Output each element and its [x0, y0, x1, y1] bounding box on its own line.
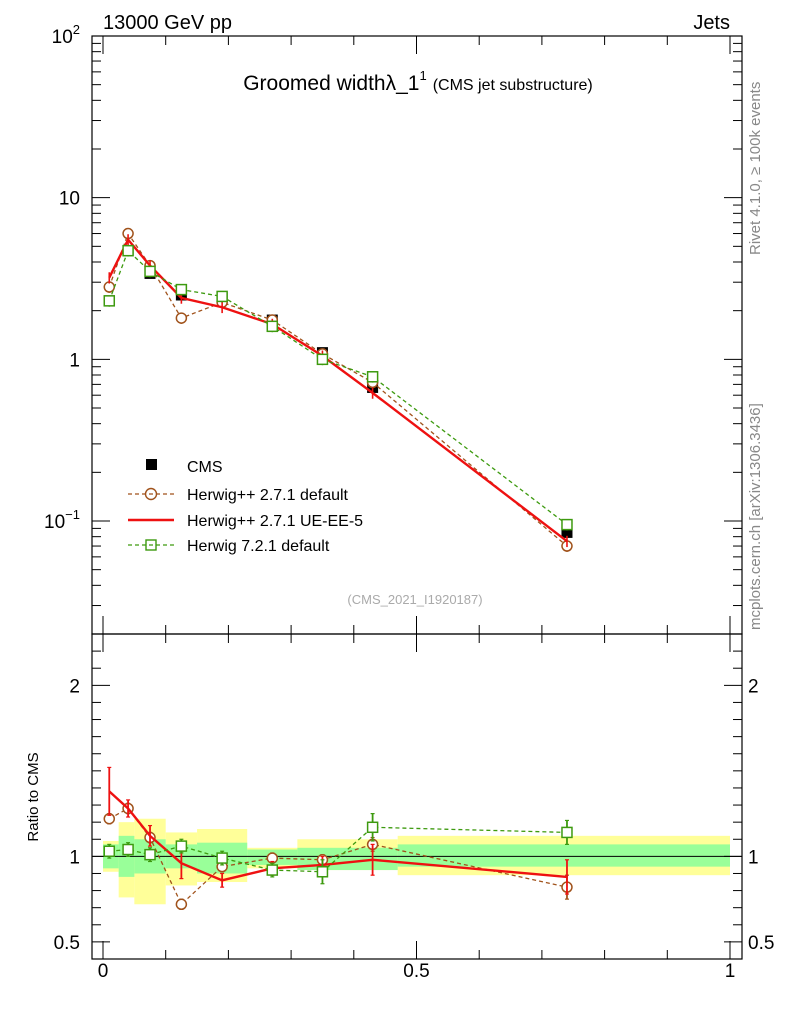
main-point-herwig-7-2-1-default: [266, 320, 279, 333]
main-y-tick-exponent: 2: [73, 22, 80, 37]
x-tick-label: 1: [725, 961, 736, 982]
ratio-y-label: Ratio to CMS: [25, 752, 42, 841]
ratio-y-tick-label-left: 1: [69, 847, 80, 868]
main-line-herwig-2-7-1-default: [108, 232, 568, 547]
main-y-tick-base: 1: [69, 350, 80, 371]
main-point-herwig-2-7-1-default: [175, 312, 188, 324]
ratio-point-herwig-7-2-1-default: [144, 848, 156, 861]
main-y-tick-exponent: −1: [65, 507, 80, 522]
main-point-herwig-7-2-1-default: [103, 295, 116, 307]
analysis-id: (CMS_2021_I1920187): [347, 592, 482, 607]
ratio-y-tick-label-left: 2: [69, 676, 80, 697]
ratio-y-tick-label-right: 1: [748, 847, 759, 868]
main-point-herwig-7-2-1-default: [316, 353, 329, 366]
main-y-tick-label: 102: [52, 22, 80, 48]
ratio-y-tick-label-right: 0.5: [748, 933, 774, 954]
main-series: [103, 227, 573, 552]
main-y-tick-base: 10: [59, 189, 80, 210]
ratio-point-herwig-7-2-1-default: [561, 826, 573, 839]
ratio-point-herwig-7-2-1-default: [175, 840, 188, 852]
main-point-herwig-7-2-1-default: [144, 265, 156, 278]
ratio-line-herwig-2-7-1-default: [108, 807, 568, 906]
main-y-tick-label: 10: [59, 189, 80, 210]
main-point-herwig-7-2-1-default: [175, 283, 188, 296]
ratio-point-herwig-2-7-1-default: [175, 898, 188, 911]
legend-label-herwigpp-default: Herwig++ 2.7.1 default: [187, 487, 349, 504]
ratio-point-herwig-7-2-1-default: [366, 821, 379, 834]
side-label-rivet: Rivet 4.1.0, ≥ 100k events: [747, 82, 764, 255]
ratio-band-inner-7: [397, 844, 730, 867]
ratio-point-herwig-7-2-1-default: [316, 866, 329, 878]
main-y-tick-label: 1: [69, 350, 80, 371]
main-point-herwig-7-2-1-default: [216, 290, 228, 303]
ratio-point-herwig-7-2-1-default: [266, 864, 279, 876]
chart-title: Groomed widthλ_11 (CMS jet substructure): [243, 68, 593, 95]
ratio-line-herwig-7-2-1-default: [109, 826, 567, 873]
ratio-frame: [91, 633, 743, 960]
chart-title-superscript: 1: [419, 68, 426, 83]
ratio-y-tick-label-left: 0.5: [54, 933, 80, 954]
chart-subtitle: (CMS jet substructure): [433, 77, 593, 94]
ratio-point-herwig-7-2-1-default: [216, 852, 228, 864]
legend-label-herwigpp-ueee5: Herwig++ 2.7.1 UE-EE-5: [187, 513, 363, 530]
chart-title-main: Groomed widthλ_1: [243, 72, 419, 95]
header-category: Jets: [693, 12, 730, 34]
main-y-tick-base: 10: [44, 512, 65, 533]
legend: CMS Herwig++ 2.7.1 default Herwig++ 2.7.…: [128, 459, 363, 555]
main-y-tick-label: 10−1: [44, 507, 80, 533]
x-tick-label: 0: [98, 961, 109, 982]
legend-marker-herwigpp-default: [144, 487, 158, 501]
main-point-cms: [561, 526, 573, 538]
ratio-uncertainty-bands: [103, 818, 730, 905]
main-point-herwig-7-2-1-default: [122, 244, 134, 257]
ratio-y-tick-label-right: 2: [748, 676, 759, 697]
legend-label-cms: CMS: [187, 459, 223, 476]
main-y-tick-base: 10: [52, 27, 73, 48]
main-point-herwig-7-2-1-default: [561, 518, 573, 531]
ratio-point-herwig-7-2-1-default: [122, 843, 134, 856]
x-tick-label: 0.5: [403, 961, 429, 982]
ratio-point-herwig-7-2-1-default: [103, 845, 116, 857]
header-process: 13000 GeV pp: [103, 12, 232, 34]
legend-marker-cms: [146, 459, 157, 470]
main-point-herwig-7-2-1-default: [366, 371, 379, 383]
ratio-series: [103, 766, 573, 911]
legend-label-herwig7: Herwig 7.2.1 default: [187, 538, 330, 555]
legend-marker-herwig7: [145, 539, 157, 551]
side-label-mcplots: mcplots.cern.ch [arXiv:1306.3436]: [747, 403, 764, 630]
